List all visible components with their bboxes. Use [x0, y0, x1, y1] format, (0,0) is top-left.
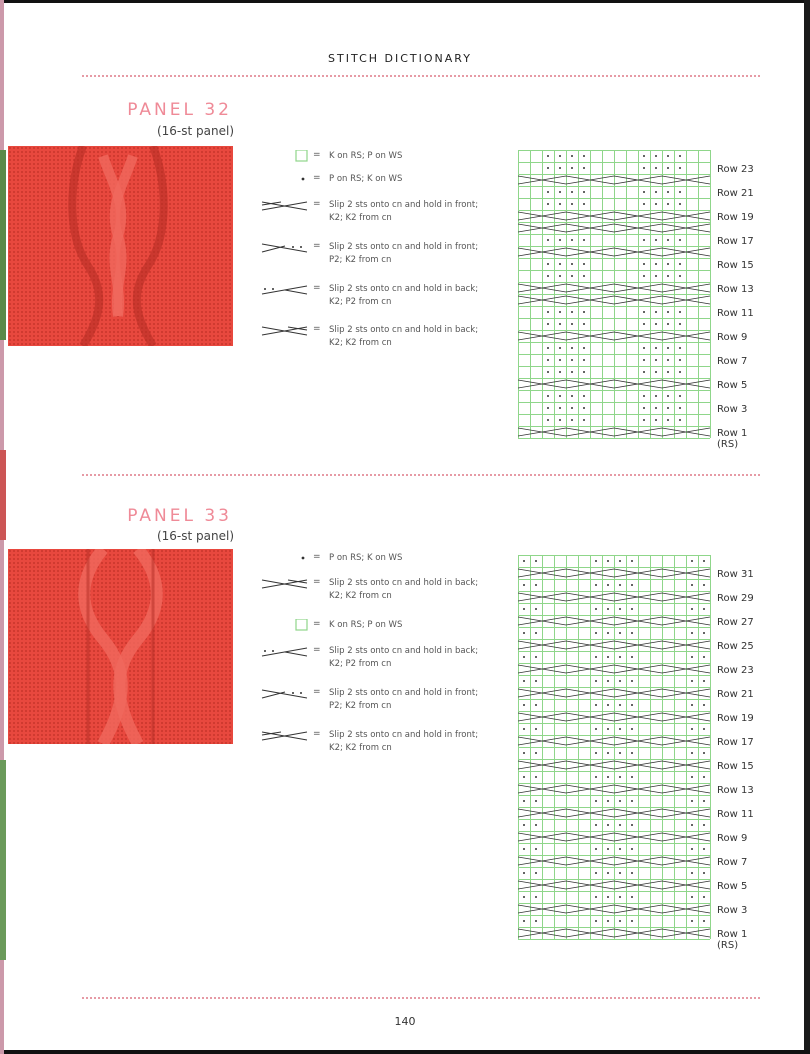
row-label: Row 23 [717, 164, 754, 175]
cable-2-2-back-purl-icon [261, 647, 308, 657]
legend-item: = Slip 2 sts onto cn and hold in front; … [255, 199, 485, 229]
panel-33-subtitle: (16-st panel) [156, 529, 234, 543]
row-label: Row 21 [717, 689, 754, 700]
row-label: Row 9 [717, 833, 748, 844]
legend-item: = Slip 2 sts onto cn and hold in back; K… [255, 577, 485, 607]
row-label: Row 21 [717, 188, 754, 199]
legend-text: P on RS; K on WS [329, 174, 403, 184]
legend-text: Slip 2 sts onto cn and hold in back; K2;… [329, 284, 479, 307]
row-label: Row 17 [717, 236, 754, 247]
legend-text: Slip 2 sts onto cn and hold in front; K2… [329, 730, 479, 753]
panel-33-chart [518, 555, 711, 940]
cable-2-2-front-purl-icon [261, 689, 308, 699]
cable-2-2-front-icon [261, 201, 308, 211]
legend-item: = Slip 2 sts onto cn and hold in front; … [255, 241, 485, 271]
knit-square-icon [295, 619, 308, 631]
row-label: Row 15 [717, 761, 754, 772]
row-label: Row 7 [717, 857, 748, 868]
row-label: Row 19 [717, 713, 754, 724]
row-label: Row 25 [717, 641, 754, 652]
knit-square-icon [295, 150, 308, 162]
row-label: Row 15 [717, 260, 754, 271]
legend-item: = K on RS; P on WS [255, 150, 485, 180]
row-label: Row 27 [717, 617, 754, 628]
panel-33-swatch-photo [8, 549, 233, 744]
row-label: Row 31 [717, 569, 754, 580]
running-head: STITCH DICTIONARY [328, 52, 472, 65]
spine-strip [0, 150, 6, 340]
panel-32-subtitle: (16-st panel) [156, 124, 234, 138]
legend-text: K on RS; P on WS [329, 151, 403, 161]
legend-item: = P on RS; K on WS [255, 173, 485, 203]
row-label: (RS) [717, 439, 739, 450]
dotted-rule [82, 75, 760, 77]
legend-text: K on RS; P on WS [329, 620, 403, 630]
legend-text: Slip 2 sts onto cn and hold in back; K2;… [329, 578, 479, 601]
row-label: Row 13 [717, 785, 754, 796]
row-label: Row 3 [717, 404, 748, 415]
legend-text: P on RS; K on WS [329, 553, 403, 563]
page-frame-right [804, 0, 810, 1054]
row-label: Row 29 [717, 593, 754, 604]
cable-2-2-back-icon [261, 579, 308, 589]
legend-item: = Slip 2 sts onto cn and hold in back; K… [255, 645, 485, 675]
spine-strip [0, 760, 6, 960]
legend-text: Slip 2 sts onto cn and hold in front; P2… [329, 242, 479, 265]
legend-item: = Slip 2 sts onto cn and hold in front; … [255, 687, 485, 717]
legend-item: = Slip 2 sts onto cn and hold in back; K… [255, 283, 485, 313]
page-number: 140 [394, 1015, 416, 1028]
cable-2-2-back-icon [261, 326, 308, 336]
panel-33-title: PANEL 33 [127, 506, 232, 526]
panel-32-chart [518, 150, 711, 439]
row-label: Row 19 [717, 212, 754, 223]
row-label: Row 17 [717, 737, 754, 748]
row-label: Row 9 [717, 332, 748, 343]
row-label: Row 5 [717, 380, 748, 391]
purl-dot-icon [301, 556, 305, 560]
legend-text: Slip 2 sts onto cn and hold in back; K2;… [329, 646, 479, 669]
cable-2-2-back-purl-icon [261, 285, 308, 295]
row-label: Row 1 [717, 428, 748, 439]
legend-text: Slip 2 sts onto cn and hold in front; P2… [329, 688, 479, 711]
row-label: Row 23 [717, 665, 754, 676]
row-label: Row 7 [717, 356, 748, 367]
legend-item: = Slip 2 sts onto cn and hold in front; … [255, 729, 485, 759]
legend-text: Slip 2 sts onto cn and hold in front; K2… [329, 200, 479, 223]
row-label: Row 5 [717, 881, 748, 892]
legend-item: = P on RS; K on WS [255, 552, 485, 582]
row-label: Row 3 [717, 905, 748, 916]
dotted-rule [82, 474, 760, 476]
legend-text: Slip 2 sts onto cn and hold in back; K2;… [329, 325, 479, 348]
legend-item: = K on RS; P on WS [255, 619, 485, 649]
purl-dot-icon [301, 177, 305, 181]
dotted-rule [82, 997, 760, 999]
cable-2-2-front-purl-icon [261, 243, 308, 253]
row-label: Row 1 [717, 929, 748, 940]
row-label: Row 11 [717, 308, 754, 319]
spine-strip [0, 450, 6, 540]
row-label: (RS) [717, 940, 739, 951]
page-frame-top [0, 0, 810, 3]
row-label: Row 13 [717, 284, 754, 295]
panel-32-title: PANEL 32 [127, 100, 232, 120]
legend-item: = Slip 2 sts onto cn and hold in back; K… [255, 324, 485, 354]
panel-32-swatch-photo [8, 146, 233, 346]
row-label: Row 11 [717, 809, 754, 820]
cable-2-2-front-icon [261, 731, 308, 741]
page-frame-bottom [0, 1050, 810, 1054]
